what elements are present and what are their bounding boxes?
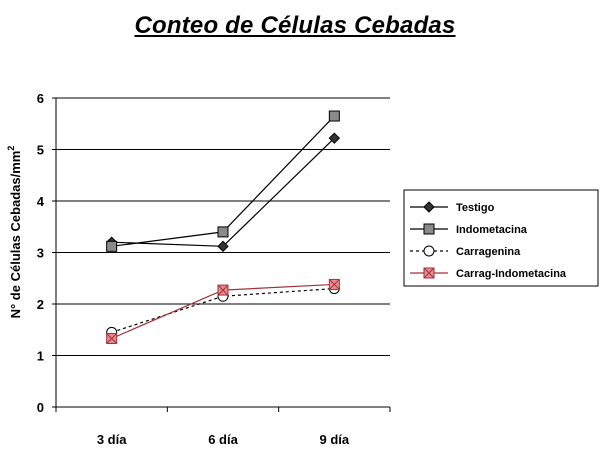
y-tick-label: 4 [37,194,45,209]
data-point [217,240,229,253]
y-tick-label: 1 [37,349,44,364]
series-1 [106,110,340,252]
legend-item: Testigo [410,201,495,214]
data-point [217,226,229,238]
y-tick-label: 5 [37,143,44,158]
series-group [105,110,341,345]
x-tick-label: 6 día [208,432,238,447]
legend-marker [423,223,435,235]
y-tick-label: 6 [37,91,44,106]
legend-box [403,189,599,287]
data-point [217,284,229,296]
axes [52,97,391,412]
x-tick-label: 3 día [97,432,127,447]
legend-marker [423,245,435,257]
data-point [106,240,118,252]
data-point [328,278,340,290]
legend-label: Carrag-Indometacina [456,268,567,280]
y-tick-label: 2 [37,297,44,312]
legend-label: Carragenina [456,246,521,258]
legend-label: Testigo [456,202,495,214]
legend-item: Carrag-Indometacina [410,267,567,280]
y-tick-label: 0 [37,400,44,415]
data-point [328,132,341,144]
legend-label: Indometacina [456,224,528,236]
legend-item: Indometacina [410,223,528,236]
legend-marker [423,267,435,279]
y-tick-label: 3 [37,246,44,261]
series-3 [106,278,340,345]
tick-labels: 0 1 2 3 4 5 6 3 día 6 día 9 día [37,91,350,447]
legend-marker [423,201,435,213]
chart-title: Conteo de Células Cebadas [134,12,456,39]
legend: Testigo Indometacina Carragenina Carrag-Ind… [403,189,599,287]
data-point [328,110,340,122]
x-tick-label: 9 día [320,432,350,447]
grid-lines [56,97,390,356]
y-axis-label: N° de Células Cebadas/mm2 [6,146,23,319]
data-point [106,333,118,345]
legend-item: Carragenina [410,245,521,258]
